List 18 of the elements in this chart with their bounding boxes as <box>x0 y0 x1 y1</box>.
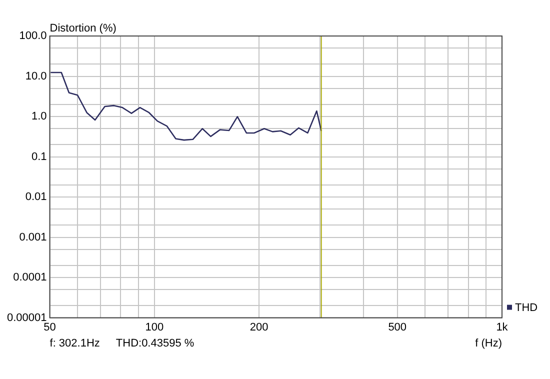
x-axis-title: f (Hz) <box>475 337 502 350</box>
y-tick-label: 0.00001 <box>6 312 47 324</box>
x-tick-label: 100 <box>145 321 164 334</box>
y-axis-title: Distortion (%) <box>50 22 116 35</box>
x-tick-label: 200 <box>250 321 268 334</box>
y-tick-label: 100.0 <box>19 30 47 42</box>
x-tick-label: 1k <box>496 321 508 334</box>
y-tick-label: 1.0 <box>31 110 47 123</box>
y-tick-label: 10.0 <box>25 70 47 82</box>
text: THD:0.43595 % <box>116 337 194 350</box>
y-tick-label: 0.01 <box>25 191 47 204</box>
y-tick-label: 0.1 <box>31 150 47 163</box>
y-tick-label: 0.0001 <box>13 272 47 284</box>
y-tick-label: 0.001 <box>19 231 47 244</box>
x-tick-label: 50 <box>44 321 56 334</box>
x-tick-label: 500 <box>388 321 407 334</box>
text: f: 302.1Hz <box>50 337 100 350</box>
legend-label: THD <box>515 302 538 314</box>
